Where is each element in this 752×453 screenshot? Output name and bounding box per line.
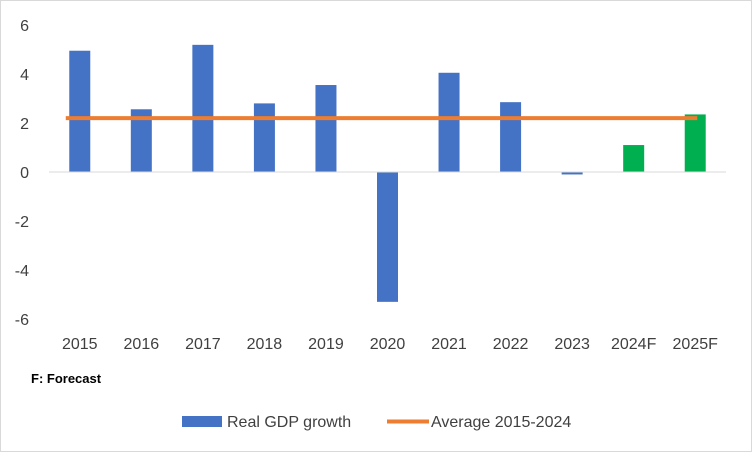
x-tick-label: 2021 <box>431 336 467 353</box>
bar-2016 <box>130 109 152 172</box>
legend: Real GDP growth Average 2015-2024 <box>182 414 571 431</box>
x-tick-label: 2015 <box>62 336 98 353</box>
y-tick-label: -6 <box>15 312 29 329</box>
bar-2017 <box>192 44 214 172</box>
x-tick-label: 2025F <box>673 336 719 353</box>
x-tick-label: 2019 <box>308 336 344 353</box>
x-axis-labels: 2015 2016 2017 2018 2019 2020 2021 2022 2023 2024… <box>62 336 718 353</box>
x-tick-label: 2016 <box>124 336 160 353</box>
y-tick-label: 6 <box>20 18 29 35</box>
x-tick-label: 2017 <box>185 336 221 353</box>
x-tick-label: 2023 <box>554 336 590 353</box>
y-axis-ticks: 6 4 2 0 -2 -4 -6 <box>15 18 29 329</box>
bar-series <box>69 44 706 302</box>
bar-2020 <box>377 172 398 302</box>
y-tick-label: -2 <box>15 214 29 231</box>
legend-swatch-real-gdp <box>182 416 222 427</box>
bar-2018 <box>253 103 275 172</box>
y-tick-label: 0 <box>20 165 29 182</box>
bar-2024F <box>623 145 645 172</box>
y-tick-label: -4 <box>15 263 29 280</box>
y-tick-label: 2 <box>20 116 29 133</box>
x-tick-label: 2024F <box>611 336 657 353</box>
legend-label-average: Average 2015-2024 <box>431 414 571 431</box>
x-tick-label: 2018 <box>247 336 283 353</box>
bar-2015 <box>69 50 91 172</box>
bar-2022 <box>500 102 522 172</box>
y-tick-label: 4 <box>20 67 29 84</box>
x-tick-label: 2022 <box>493 336 529 353</box>
bar-2021 <box>438 72 460 172</box>
bar-2019 <box>315 85 337 172</box>
x-tick-label: 2020 <box>370 336 406 353</box>
legend-label-real-gdp: Real GDP growth <box>227 414 351 431</box>
forecast-note: F: Forecast <box>31 371 102 386</box>
bar-2025F <box>684 114 706 172</box>
bar-2023 <box>561 172 583 175</box>
